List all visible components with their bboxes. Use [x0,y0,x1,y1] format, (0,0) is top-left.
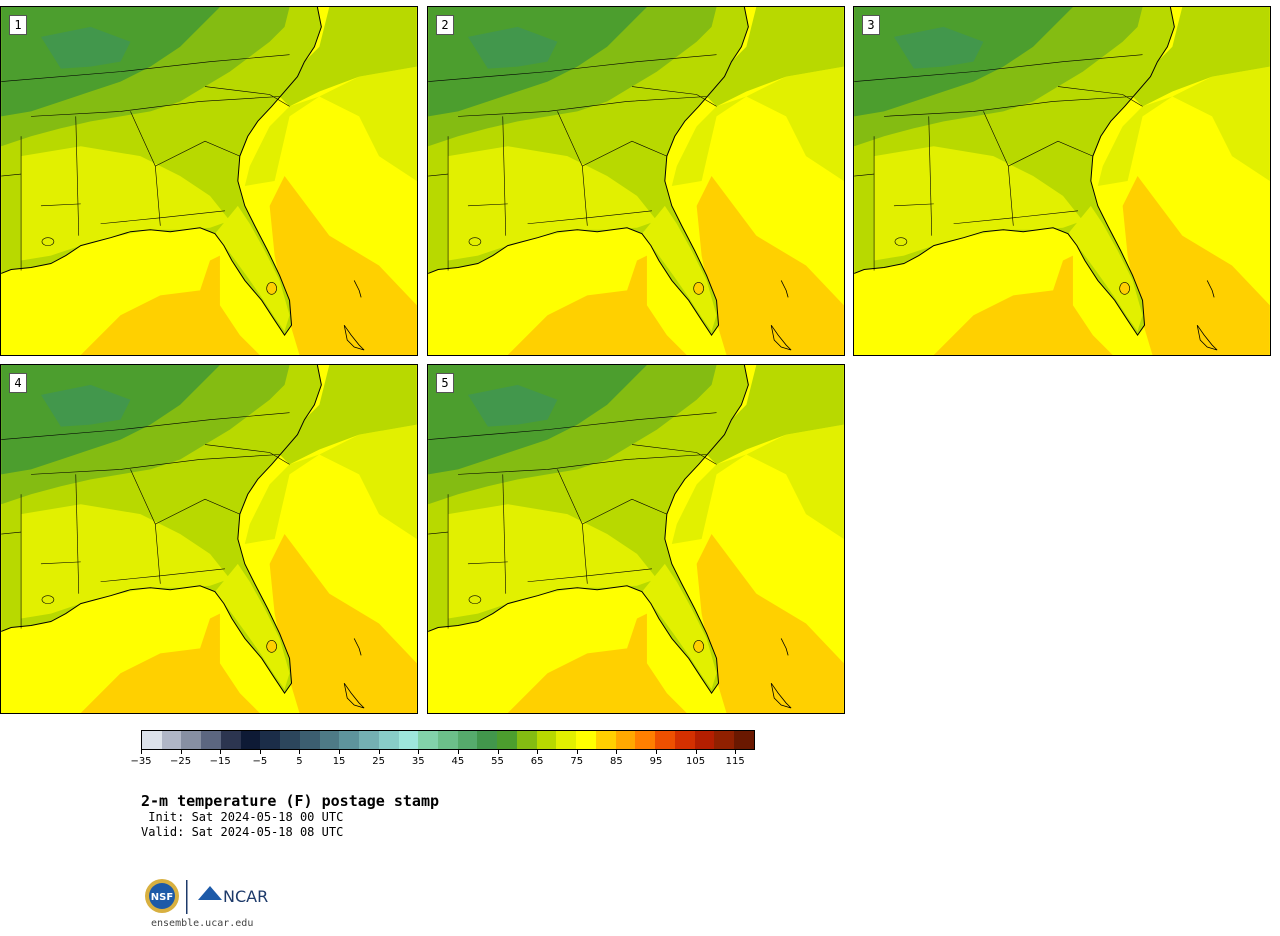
panel-number: 3 [862,15,880,35]
svg-text:NCAR: NCAR [223,887,268,906]
colorbar-segment [595,731,616,749]
colorbar-tick [418,750,420,754]
colorbar-segment [615,731,636,749]
map-panel-3: 3 [853,6,1271,356]
colorbar-segment [497,731,517,749]
nsf-logo-icon: NSF [145,879,179,913]
colorbar-segment [339,731,360,749]
temperature-map [1,365,417,713]
colorbar-tick-label: −15 [209,756,231,767]
colorbar-ticks: −35 −25 −15 −5 5 15 25 35 45 55 65 75 85 95 105 115 [130,750,755,770]
colorbar-tick [299,750,301,754]
colorbar-tick [339,750,341,754]
colorbar-segment [280,731,300,749]
temperature-map [428,7,844,355]
temperature-colorbar [141,730,755,750]
colorbar-tick-label: 105 [686,756,706,767]
colorbar-segment [536,731,557,749]
colorbar-tick-label: 5 [296,756,303,767]
colorbar-tick-label: 115 [725,756,745,767]
temperature-map [1,7,417,355]
colorbar-segment [319,731,340,749]
colorbar-tick [537,750,539,754]
panel-number: 1 [9,15,27,35]
colorbar-segment [714,731,735,749]
website-url: ensemble.ucar.edu [151,918,254,929]
colorbar-tick-label: 15 [332,756,346,767]
colorbar-tick [259,750,261,754]
colorbar-tick [735,750,737,754]
colorbar-tick-label: 55 [491,756,504,767]
colorbar-segment [378,731,399,749]
colorbar-segment [457,731,478,749]
colorbar-segment [260,731,281,749]
colorbar-tick-label: 65 [530,756,544,767]
colorbar-segment [477,731,498,749]
map-panel-4: 4 [0,364,418,714]
colorbar-segment [161,731,182,749]
ncar-logo-icon: NCAR [198,886,268,906]
colorbar-tick-label: 85 [609,756,623,767]
colorbar-tick [180,750,182,754]
chart-title: 2-m temperature (F) postage stamp [141,792,440,810]
colorbar-tick [141,750,142,754]
map-panel-1: 1 [0,6,418,356]
colorbar-segment [220,731,241,749]
colorbar-tick-label: 35 [411,756,425,767]
colorbar-segment [299,731,320,749]
panel-number: 5 [436,373,454,393]
colorbar-segment [181,731,202,749]
colorbar-segment [240,731,261,749]
svg-text:NSF: NSF [151,892,173,903]
colorbar-tick-label: 45 [451,756,465,767]
colorbar-tick-label: −5 [252,756,268,767]
colorbar-tick [220,750,222,754]
colorbar-tick [655,750,657,754]
logos: NSF NCAR [144,878,274,916]
colorbar-segment [556,731,577,749]
colorbar-tick [616,750,618,754]
init-time: Init: Sat 2024-05-18 00 UTC [141,810,344,824]
colorbar-tick-label: −25 [170,756,192,767]
temperature-map [854,7,1270,355]
valid-time: Valid: Sat 2024-05-18 08 UTC [141,825,344,839]
map-panel-5: 5 [427,364,845,714]
colorbar-tick [457,750,459,754]
map-panel-2: 2 [427,6,845,356]
colorbar-segment [142,731,162,749]
colorbar-segment [734,731,754,749]
colorbar-segment [438,731,458,749]
colorbar-tick [378,750,380,754]
colorbar-segment [201,731,221,749]
colorbar-tick-label: 75 [570,756,584,767]
colorbar-tick-label: −35 [130,756,152,767]
colorbar-segment [635,731,656,749]
colorbar-tick [497,750,499,754]
colorbar-segment [516,731,537,749]
colorbar-segment [398,731,419,749]
colorbar-tick [576,750,578,754]
colorbar-tick-label: 95 [649,756,663,767]
temperature-map [428,365,844,713]
colorbar-segment [674,731,695,749]
colorbar-tick [695,750,697,754]
colorbar-tick-label: 25 [372,756,386,767]
panel-number: 2 [436,15,454,35]
panel-number: 4 [9,373,27,393]
colorbar-segment [576,731,596,749]
colorbar-segment [359,731,379,749]
colorbar-segment [418,731,439,749]
colorbar-segment [694,731,715,749]
colorbar-segment [655,731,675,749]
